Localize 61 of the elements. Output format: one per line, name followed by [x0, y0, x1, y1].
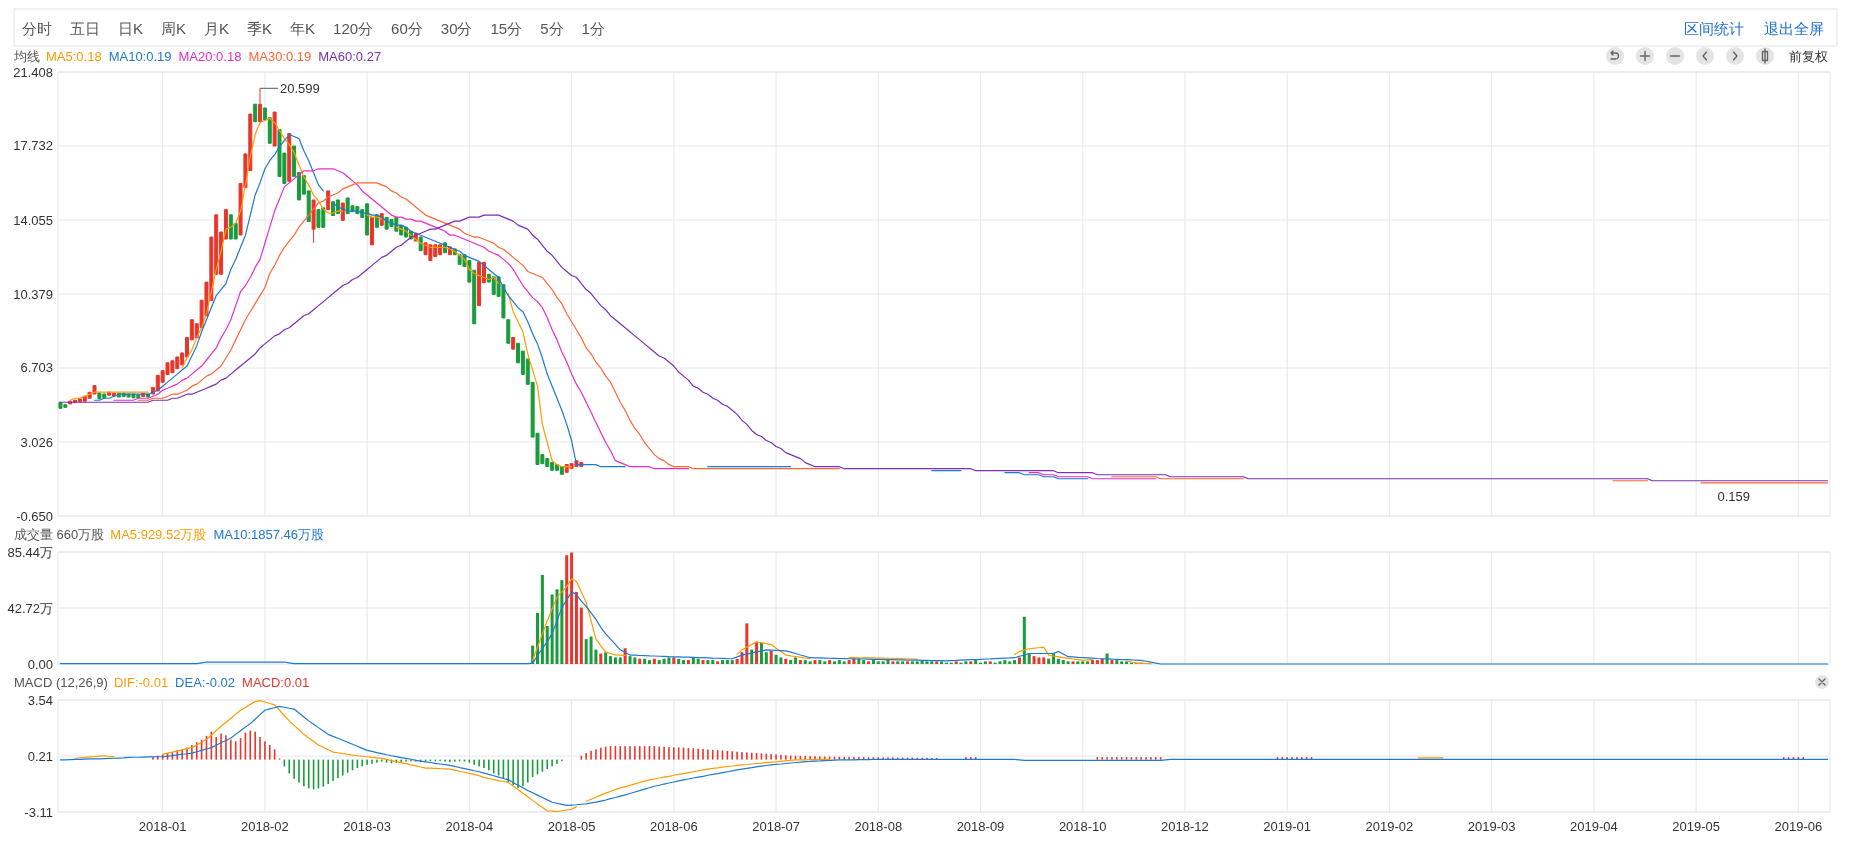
category-label: 分时	[22, 19, 52, 37]
category-label: 15分	[490, 19, 523, 37]
category-label: 年K	[290, 19, 316, 37]
text: MA20:0.18	[178, 48, 242, 64]
y-tick-label: -3.11	[24, 804, 53, 820]
text: MACD:0.01	[242, 674, 310, 690]
x-tick-label: 2018-01	[138, 818, 187, 834]
legend-title: 成交量 660万股	[14, 526, 105, 542]
y-tick-label: 3.54	[27, 692, 53, 708]
x-tick-label: 2019-06	[1774, 818, 1823, 834]
x-tick-label: 2018-04	[445, 818, 494, 834]
x-tick-label: 2018-06	[649, 818, 698, 834]
y-tick-label: -0.650	[16, 508, 53, 524]
annotation: 0.159	[1717, 488, 1750, 504]
x-tick-label: 2018-07	[752, 818, 800, 834]
y-tick-label: 42.72万	[7, 600, 53, 616]
x-tick-label: 2019-05	[1672, 818, 1720, 834]
text: 前复权	[1789, 48, 1828, 64]
legend-title: 均线	[13, 48, 40, 64]
category-label: 五日	[70, 19, 100, 37]
x-tick-label: 2019-04	[1570, 818, 1618, 834]
category-label: 5分	[540, 19, 564, 37]
x-tick-label: 2018-02	[241, 818, 289, 834]
y-tick-label: 17.732	[13, 138, 53, 154]
category-label: 120分	[333, 19, 374, 37]
y-tick-label: 0.21	[27, 748, 53, 764]
text: DEA:-0.02	[175, 674, 236, 690]
text: 区间统计	[1684, 19, 1744, 37]
x-tick-label: 2019-01	[1263, 818, 1312, 834]
category-label: 60分	[391, 19, 423, 37]
text: MA60:0.27	[318, 48, 382, 64]
category-label: 日K	[118, 19, 144, 37]
y-tick-label: 85.44万	[7, 544, 53, 560]
text: MA10:0.19	[108, 48, 172, 64]
x-tick-label: 2018-05	[547, 818, 596, 834]
annotation: 20.599	[280, 80, 320, 96]
y-tick-label: 10.379	[13, 286, 53, 302]
y-tick-label: 0.00	[27, 656, 53, 672]
category-label: 1分	[581, 19, 605, 37]
x-tick-label: 2019-02	[1365, 818, 1414, 834]
category-label: 周K	[161, 19, 187, 37]
text: MA10:1857.46万股	[213, 526, 324, 542]
text: MA5:929.52万股	[110, 526, 207, 542]
x-tick-label: 2018-12	[1161, 818, 1209, 834]
y-tick-label: 6.703	[20, 360, 53, 376]
text: MA30:0.19	[248, 48, 312, 64]
text: DIF:-0.01	[113, 674, 169, 690]
text: MA5:0.18	[46, 48, 102, 64]
x-tick-label: 2018-10	[1058, 818, 1107, 834]
y-tick-label: 21.408	[13, 64, 53, 80]
x-tick-label: 2019-03	[1467, 818, 1516, 834]
text: 退出全屏	[1764, 19, 1824, 37]
category-label: 月K	[204, 19, 230, 37]
legend-title: MACD (12,26,9)	[14, 674, 108, 690]
x-tick-label: 2018-08	[854, 818, 903, 834]
x-tick-label: 2018-03	[343, 818, 391, 834]
x-tick-label: 2018-09	[956, 818, 1005, 834]
category-label: 30分	[440, 19, 473, 37]
y-tick-label: 14.055	[13, 212, 53, 228]
category-label: 季K	[247, 19, 273, 37]
y-tick-label: 3.026	[20, 434, 53, 450]
